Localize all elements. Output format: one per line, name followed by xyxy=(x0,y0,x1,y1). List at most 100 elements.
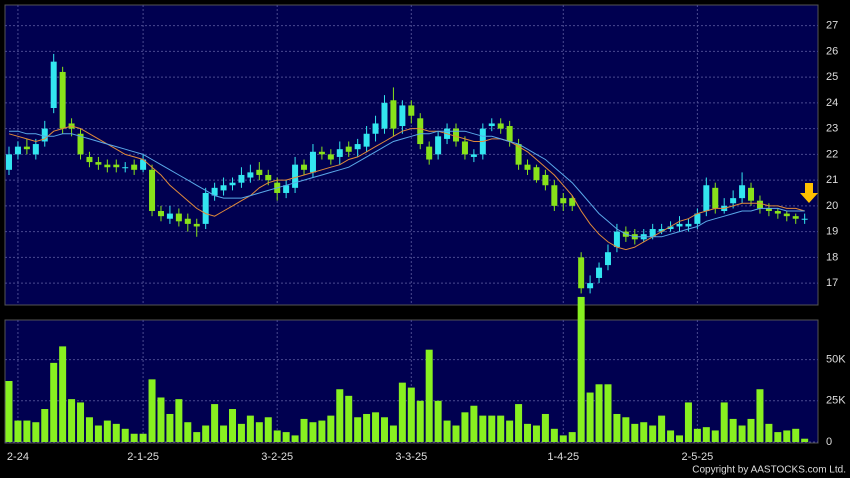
volume-bar xyxy=(640,422,648,442)
volume-bar xyxy=(380,417,388,442)
volume-bar xyxy=(756,389,764,442)
volume-bar xyxy=(783,430,791,442)
volume-bar xyxy=(515,404,523,442)
volume-bar xyxy=(398,382,406,442)
volume-bar xyxy=(389,425,397,442)
volume-bar xyxy=(649,425,657,442)
volume-bar xyxy=(479,415,487,442)
candle-body xyxy=(265,174,272,181)
y-tick-label: 22 xyxy=(826,148,838,160)
volume-bar xyxy=(157,397,165,442)
volume-bar xyxy=(282,432,290,442)
volume-bar xyxy=(148,379,156,442)
candle-body xyxy=(470,154,477,157)
candle-body xyxy=(748,187,755,201)
candle-body xyxy=(551,185,558,206)
candle-body xyxy=(765,208,772,212)
y-tick-label: 20 xyxy=(826,200,838,212)
candle-body xyxy=(220,185,227,191)
candle-body xyxy=(345,146,352,152)
y-tick-label: 27 xyxy=(826,20,838,32)
candle-body xyxy=(694,213,701,224)
candle-body xyxy=(301,164,308,170)
candle-body xyxy=(14,146,21,155)
candle-body xyxy=(23,146,30,150)
candle-body xyxy=(542,174,549,186)
volume-bar xyxy=(246,415,254,442)
volume-bar xyxy=(300,418,308,442)
y-tick-label: 21 xyxy=(826,174,838,186)
volume-bar xyxy=(202,425,210,442)
y-tick-label: 25K xyxy=(826,395,846,407)
candle-body xyxy=(309,151,316,173)
candle-body xyxy=(113,164,120,168)
volume-bar xyxy=(443,420,451,442)
volume-bar xyxy=(130,433,138,442)
volume-bar xyxy=(541,413,549,442)
volume-bar xyxy=(729,418,737,442)
copyright: Copyright by AASTOCKS.com Ltd. xyxy=(692,465,846,476)
candle-body xyxy=(739,185,746,199)
volume-bar xyxy=(461,412,469,442)
candle-body xyxy=(658,229,665,232)
volume-bar xyxy=(792,428,800,442)
volume-bar xyxy=(85,417,93,442)
candle-body xyxy=(524,164,531,170)
volume-bar xyxy=(41,409,49,442)
volume-bar xyxy=(50,362,58,442)
candle-body xyxy=(166,213,173,219)
volume-bar xyxy=(774,432,782,442)
candle-body xyxy=(461,141,468,155)
candle-body xyxy=(408,105,415,116)
candle-body xyxy=(587,283,594,289)
candle-body xyxy=(712,187,719,209)
x-tick-label: 2-24 xyxy=(7,451,29,463)
volume-bar xyxy=(175,399,183,442)
candle-body xyxy=(506,126,513,142)
volume-bar xyxy=(452,425,460,442)
volume-bar xyxy=(559,435,567,442)
volume-bar xyxy=(693,428,701,442)
volume-bar xyxy=(720,402,728,442)
candle-body xyxy=(41,128,48,142)
volume-bar xyxy=(103,420,111,442)
volume-bar xyxy=(121,428,129,442)
arrow-marker xyxy=(800,183,818,203)
candle-body xyxy=(381,102,388,129)
candle-body xyxy=(488,123,495,127)
moving-average-line xyxy=(9,130,805,238)
candle-body xyxy=(238,174,245,183)
candle-body xyxy=(667,226,674,230)
volume-bar xyxy=(506,420,514,442)
volume-bar xyxy=(14,420,22,442)
candle-body xyxy=(363,133,370,147)
candle-body xyxy=(104,164,111,168)
volume-bar xyxy=(318,420,326,442)
volume-bar xyxy=(676,435,683,442)
candle-body xyxy=(229,182,236,186)
candle-body xyxy=(685,223,692,227)
candle-body xyxy=(59,71,66,129)
candle-body xyxy=(256,169,263,175)
candle-body xyxy=(336,149,343,157)
candle-body xyxy=(292,164,299,188)
candle-body xyxy=(122,167,129,169)
volume-bar xyxy=(193,432,201,442)
candle-body xyxy=(569,198,576,206)
candle-body xyxy=(6,154,12,170)
candle-body xyxy=(131,164,138,170)
volume-bar xyxy=(112,423,120,442)
candle-body xyxy=(318,151,325,155)
y-tick-label: 26 xyxy=(826,45,838,57)
volume-bar xyxy=(345,395,353,442)
volume-bar xyxy=(604,384,612,442)
candle-body xyxy=(390,100,397,129)
candle-body xyxy=(604,252,611,266)
candle-body xyxy=(283,185,290,193)
candle-body xyxy=(193,223,200,227)
moving-average-line xyxy=(8,125,805,251)
candle-body xyxy=(372,123,379,134)
x-tick-label: 3-3-25 xyxy=(395,451,427,463)
candle-body xyxy=(354,144,361,150)
